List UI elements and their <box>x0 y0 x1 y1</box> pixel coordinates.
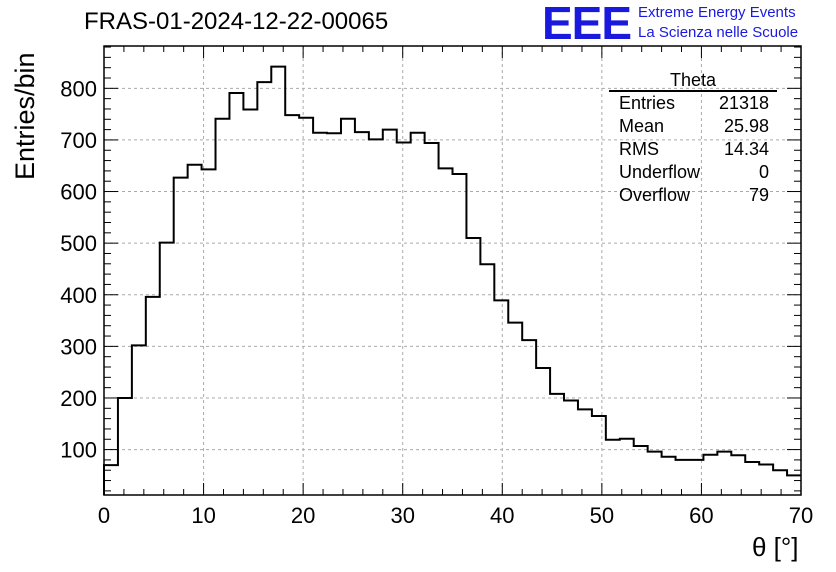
stats-row-rms: RMS 14.34 <box>609 138 777 161</box>
histogram-bin <box>717 452 731 495</box>
stats-row-mean: Mean 25.98 <box>609 115 777 138</box>
histogram-bin <box>257 82 271 495</box>
histogram-bin <box>634 446 648 495</box>
histogram-bin <box>508 323 522 495</box>
histogram-bin <box>662 457 676 495</box>
x-axis-label: θ [°] <box>752 532 799 562</box>
stats-label: Overflow <box>619 185 691 205</box>
logo-line-1: Extreme Energy Events <box>638 4 796 21</box>
plot-frame <box>103 45 802 496</box>
histogram-bin <box>397 143 411 495</box>
histogram-bin <box>592 416 606 495</box>
histogram-bin <box>174 178 188 495</box>
histogram-bin <box>132 345 146 495</box>
histogram-bin <box>243 109 257 495</box>
histogram-bin <box>313 133 327 495</box>
histogram-bin <box>299 118 313 495</box>
histogram-bin <box>564 401 578 495</box>
histogram-bin <box>118 398 132 495</box>
histogram-bin <box>229 93 243 495</box>
histogram-bin <box>202 169 216 495</box>
stats-label: Underflow <box>619 162 701 182</box>
histogram-bin <box>536 368 550 495</box>
histogram-bin <box>271 67 285 495</box>
y-tick-label: 200 <box>60 386 97 411</box>
histogram-bin <box>466 238 480 495</box>
histogram-bin <box>439 168 453 495</box>
x-tick-label: 70 <box>789 503 813 528</box>
y-tick-label: 100 <box>60 438 97 463</box>
histogram-bin <box>383 130 397 495</box>
histogram-bin <box>285 115 299 495</box>
histogram-bin <box>676 460 690 495</box>
histogram-bin <box>703 455 717 495</box>
y-tick-label: 500 <box>60 231 97 256</box>
histogram-bin <box>160 243 174 495</box>
histogram-bin <box>355 132 369 495</box>
histogram-series <box>103 65 801 495</box>
histogram-bin <box>578 409 592 495</box>
y-tick-label: 700 <box>60 128 97 153</box>
histogram-bin <box>522 340 536 495</box>
stats-value: 25.98 <box>723 116 769 136</box>
histogram-bin <box>550 394 564 495</box>
histogram-bin <box>453 174 467 495</box>
histogram-bin <box>745 462 759 495</box>
x-tick-label: 30 <box>390 503 414 528</box>
x-tick-label: 50 <box>590 503 614 528</box>
stats-row-underflow: Underflow 0 <box>609 161 777 184</box>
y-tick-label: 800 <box>60 76 97 101</box>
stats-label: RMS <box>619 139 659 159</box>
histogram-bin <box>425 143 439 495</box>
stats-value: 14.34 <box>723 139 769 159</box>
stats-value: 79 <box>748 185 769 205</box>
histogram-bin <box>731 455 745 495</box>
histogram-bin <box>327 133 341 495</box>
histogram-bin <box>341 119 355 495</box>
stats-value: 21318 <box>718 93 769 113</box>
x-tick-label: 40 <box>490 503 514 528</box>
stats-value: 0 <box>758 162 769 182</box>
y-axis-label: Entries/bin <box>10 52 40 180</box>
stats-label: Entries <box>619 93 676 113</box>
chart-title: FRAS-01-2024-12-22-00065 <box>84 8 389 35</box>
y-tick-label: 600 <box>60 180 97 205</box>
y-tick-label: 400 <box>60 283 97 308</box>
histogram-bin <box>188 165 202 495</box>
histogram-bin <box>146 297 160 495</box>
y-tick-label: 300 <box>60 334 97 359</box>
histogram-bin <box>369 139 383 495</box>
stats-row-entries: Entries 21318 <box>609 92 777 115</box>
histogram-bin <box>648 452 662 495</box>
stats-label: Mean <box>619 116 665 136</box>
histogram-bin <box>787 475 801 495</box>
histogram-bin <box>773 470 787 495</box>
histogram-bin <box>411 133 425 495</box>
histogram-bin <box>606 440 620 495</box>
histogram-bin <box>480 264 494 495</box>
logo-line-2: La Scienza nelle Scuole <box>638 24 799 41</box>
x-tick-label: 0 <box>98 503 110 528</box>
stats-title: Theta <box>609 70 777 92</box>
histogram-bin <box>216 119 230 495</box>
x-tick-label: 10 <box>191 503 215 528</box>
histogram-bin <box>620 439 634 495</box>
x-tick-label: 60 <box>689 503 713 528</box>
eee-logo: EEE <box>542 0 632 49</box>
x-tick-label: 20 <box>291 503 315 528</box>
stats-box: Theta Entries 21318 Mean 25.98 RMS 14.34… <box>609 70 777 207</box>
stats-row-overflow: Overflow 79 <box>609 184 777 207</box>
